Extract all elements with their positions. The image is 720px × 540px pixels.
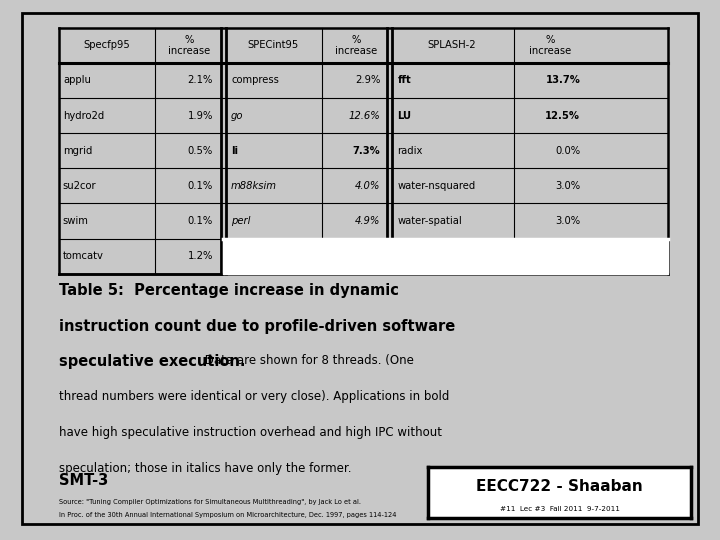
Text: 12.6%: 12.6% xyxy=(348,111,380,120)
Text: li: li xyxy=(231,146,238,156)
Text: Source: "Tuning Compiler Optimizations for Simultaneous Multithreading", by Jack: Source: "Tuning Compiler Optimizations f… xyxy=(59,500,361,505)
Text: 2.9%: 2.9% xyxy=(355,76,380,85)
Text: tomcatv: tomcatv xyxy=(63,251,104,261)
Text: 0.1%: 0.1% xyxy=(187,216,213,226)
Text: water-spatial: water-spatial xyxy=(397,216,462,226)
Text: water-nsquared: water-nsquared xyxy=(397,181,476,191)
Text: SMT-3: SMT-3 xyxy=(59,473,108,488)
Text: 2.1%: 2.1% xyxy=(187,76,213,85)
Text: %
increase: % increase xyxy=(529,35,571,56)
Text: 12.5%: 12.5% xyxy=(545,111,580,120)
Text: Specfp95: Specfp95 xyxy=(84,40,130,50)
Text: 0.5%: 0.5% xyxy=(187,146,213,156)
Text: go: go xyxy=(231,111,243,120)
Text: instruction count due to profile-driven software: instruction count due to profile-driven … xyxy=(59,319,455,334)
Text: hydro2d: hydro2d xyxy=(63,111,104,120)
Text: speculation; those in italics have only the former.: speculation; those in italics have only … xyxy=(59,462,351,475)
Text: SPLASH-2: SPLASH-2 xyxy=(428,40,477,50)
Text: EECC722 - Shaaban: EECC722 - Shaaban xyxy=(477,479,643,494)
Text: 4.0%: 4.0% xyxy=(355,181,380,191)
Text: 3.0%: 3.0% xyxy=(555,216,580,226)
Text: 1.9%: 1.9% xyxy=(187,111,213,120)
Text: swim: swim xyxy=(63,216,89,226)
Text: perl: perl xyxy=(231,216,251,226)
Text: m88ksim: m88ksim xyxy=(231,181,277,191)
Text: 0.1%: 0.1% xyxy=(187,181,213,191)
Text: Data are shown for 8 threads. (One: Data are shown for 8 threads. (One xyxy=(201,354,414,367)
Text: 1.2%: 1.2% xyxy=(187,251,213,261)
Text: mgrid: mgrid xyxy=(63,146,92,156)
Text: Table 5:  Percentage increase in dynamic: Table 5: Percentage increase in dynamic xyxy=(59,283,399,298)
Text: 0.0%: 0.0% xyxy=(555,146,580,156)
Text: SPECint95: SPECint95 xyxy=(247,40,298,50)
Text: %
increase: % increase xyxy=(335,35,377,56)
Text: 7.3%: 7.3% xyxy=(353,146,380,156)
Text: radix: radix xyxy=(397,146,423,156)
Text: applu: applu xyxy=(63,76,91,85)
Text: In Proc. of the 30th Annual International Symposium on Microarchitecture, Dec. 1: In Proc. of the 30th Annual Internationa… xyxy=(59,511,396,518)
Text: 13.7%: 13.7% xyxy=(546,76,580,85)
Text: %
increase: % increase xyxy=(168,35,210,56)
Text: fft: fft xyxy=(397,76,411,85)
Text: 4.9%: 4.9% xyxy=(355,216,380,226)
Text: have high speculative instruction overhead and high IPC without: have high speculative instruction overhe… xyxy=(59,426,442,439)
Text: thread numbers were identical or very close). Applications in bold: thread numbers were identical or very cl… xyxy=(59,390,449,403)
Text: speculative execution.: speculative execution. xyxy=(59,354,246,369)
Text: 3.0%: 3.0% xyxy=(555,181,580,191)
Text: LU: LU xyxy=(397,111,411,120)
Text: compress: compress xyxy=(231,76,279,85)
Text: su2cor: su2cor xyxy=(63,181,96,191)
Text: #11  Lec #3  Fall 2011  9-7-2011: #11 Lec #3 Fall 2011 9-7-2011 xyxy=(500,506,620,512)
